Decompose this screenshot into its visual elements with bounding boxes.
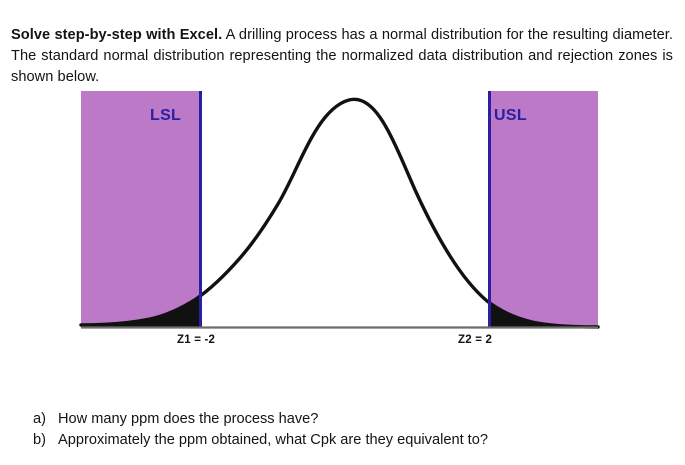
z2-axis-label: Z2 = 2	[458, 334, 493, 346]
problem-statement-body: A drilling process has a normal distribu…	[11, 26, 673, 85]
question-item-a: a) How many ppm does the process have?	[33, 409, 653, 430]
normal-curve	[79, 97, 600, 329]
distribution-plot	[79, 91, 600, 329]
question-marker-a: a)	[33, 411, 46, 427]
question-text-a: How many ppm does the process have?	[58, 411, 319, 427]
z1-axis-label: Z1 = -2	[177, 334, 216, 346]
problem-statement-lead: Solve step-by-step with Excel.	[11, 26, 223, 43]
question-marker-b: b)	[33, 431, 46, 448]
question-item-b: b) Approximately the ppm obtained, what …	[33, 430, 653, 451]
question-list: a) How many ppm does the process have? b…	[33, 409, 653, 450]
usl-label: USL	[494, 107, 527, 124]
lower-rejection-zone	[81, 91, 201, 327]
upper-rejection-zone	[489, 91, 598, 327]
normal-distribution-figure: LSL USL Z1 = -2 Z2 = 2	[0, 82, 685, 357]
lsl-label: LSL	[150, 107, 182, 124]
problem-statement: Solve step-by-step with Excel. A drillin…	[11, 25, 673, 88]
question-text-b: Approximately the ppm obtained, what Cpk…	[58, 431, 488, 448]
